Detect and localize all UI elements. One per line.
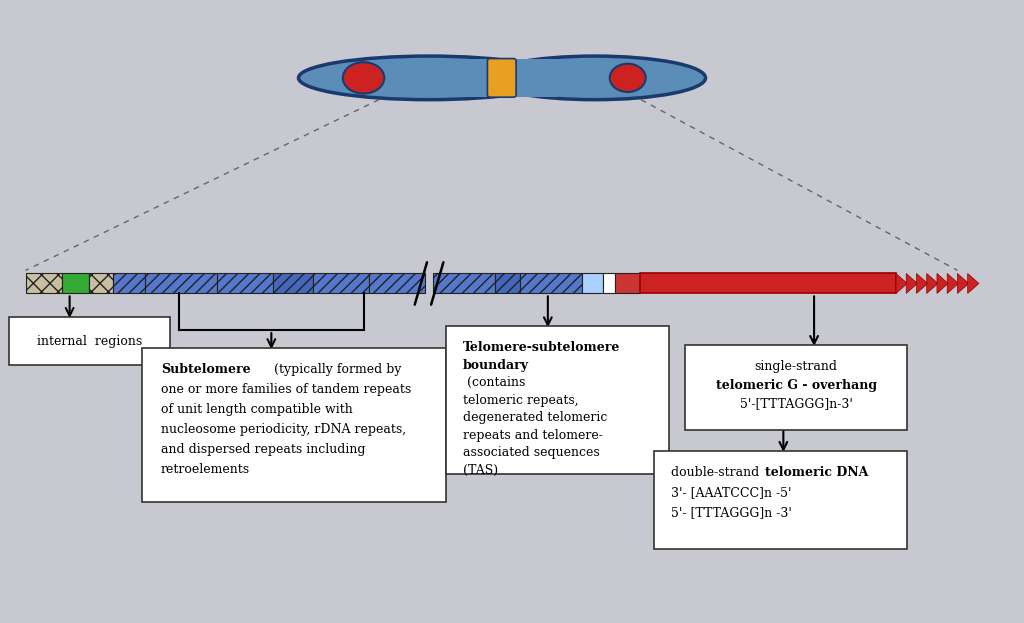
Bar <box>466 59 558 97</box>
Bar <box>217 273 273 293</box>
Bar <box>61 273 89 293</box>
Bar <box>615 273 640 293</box>
Text: repeats and telomere-: repeats and telomere- <box>463 429 603 442</box>
Ellipse shape <box>299 56 559 100</box>
Bar <box>114 273 145 293</box>
Bar <box>145 273 217 293</box>
Ellipse shape <box>609 64 646 92</box>
Ellipse shape <box>484 56 706 100</box>
Bar <box>26 273 61 293</box>
Text: and dispersed repeats including: and dispersed repeats including <box>161 443 366 456</box>
Text: boundary: boundary <box>463 359 528 372</box>
FancyBboxPatch shape <box>685 345 907 430</box>
Text: degenerated telomeric: degenerated telomeric <box>463 411 607 424</box>
Text: Telomere-subtelomere: Telomere-subtelomere <box>463 341 621 354</box>
FancyBboxPatch shape <box>487 59 516 97</box>
Text: 3'- [AAATCCC]n -5': 3'- [AAATCCC]n -5' <box>671 486 792 499</box>
Text: 5'- [TTTAGGG]n -3': 5'- [TTTAGGG]n -3' <box>671 506 792 519</box>
Text: (contains: (contains <box>463 376 525 389</box>
Text: single-strand: single-strand <box>755 360 838 373</box>
Bar <box>603 273 615 293</box>
FancyBboxPatch shape <box>446 326 669 474</box>
Polygon shape <box>937 273 948 293</box>
Text: nucleosome periodicity, rDNA repeats,: nucleosome periodicity, rDNA repeats, <box>161 423 406 436</box>
FancyBboxPatch shape <box>142 348 446 502</box>
Polygon shape <box>968 273 979 293</box>
Polygon shape <box>916 273 928 293</box>
Polygon shape <box>927 273 938 293</box>
Bar <box>89 273 114 293</box>
Bar <box>520 273 582 293</box>
Bar <box>369 273 425 293</box>
Text: one or more families of tandem repeats: one or more families of tandem repeats <box>161 383 411 396</box>
Polygon shape <box>896 273 907 293</box>
FancyBboxPatch shape <box>654 451 907 549</box>
Text: retroelements: retroelements <box>161 463 250 476</box>
Bar <box>582 273 603 293</box>
Text: telomeric DNA: telomeric DNA <box>765 466 868 479</box>
Polygon shape <box>906 273 918 293</box>
Polygon shape <box>957 273 969 293</box>
Ellipse shape <box>343 62 384 93</box>
Text: Subtelomere: Subtelomere <box>161 363 251 376</box>
Text: telomeric G - overhang: telomeric G - overhang <box>716 379 877 392</box>
Text: (typically formed by: (typically formed by <box>270 363 401 376</box>
Text: double-strand: double-strand <box>671 466 763 479</box>
Bar <box>496 273 520 293</box>
Text: of unit length compatible with: of unit length compatible with <box>161 403 352 416</box>
Polygon shape <box>947 273 958 293</box>
Bar <box>313 273 369 293</box>
Text: (TAS): (TAS) <box>463 464 498 477</box>
Text: associated sequences: associated sequences <box>463 446 600 459</box>
Text: 5'-[TTTAGGG]n-3': 5'-[TTTAGGG]n-3' <box>739 397 853 411</box>
Bar <box>273 273 313 293</box>
Bar <box>640 273 896 293</box>
Text: telomeric repeats,: telomeric repeats, <box>463 394 579 407</box>
FancyBboxPatch shape <box>9 317 170 365</box>
Bar <box>433 273 496 293</box>
Text: internal  regions: internal regions <box>37 335 142 348</box>
